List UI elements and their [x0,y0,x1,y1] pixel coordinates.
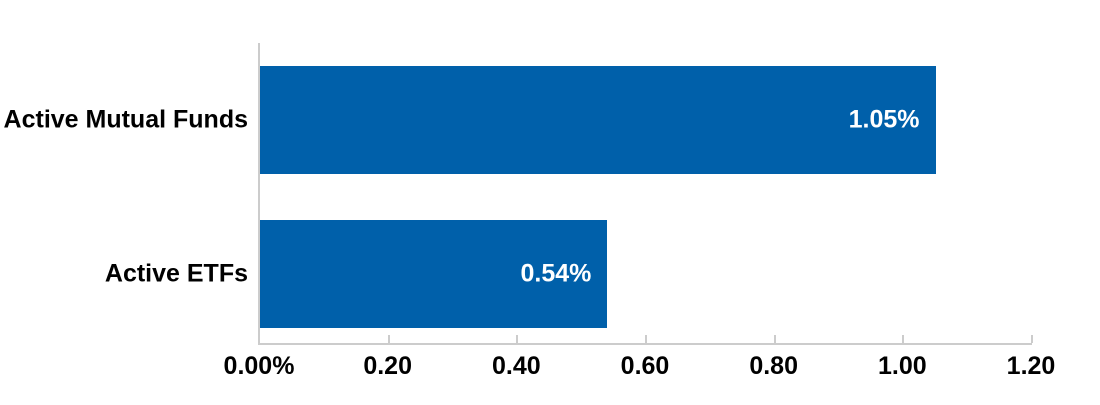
x-axis-tick-label: 0.40 [491,352,541,380]
x-axis-tick-label: 0.00% [223,352,295,380]
x-axis-tick [902,335,905,343]
x-axis-tick [1031,335,1033,343]
category-axis: Active Mutual Funds Active ETFs [4,43,248,343]
bar-active-etfs: 0.54% [260,220,608,328]
x-axis-tick [773,335,776,343]
x-axis-tick-label: 0.20 [363,352,412,380]
x-axis-tick [387,335,390,343]
x-axis-tick [516,335,519,343]
x-axis-tick-label: 1.00 [877,352,927,380]
bar-active-mutual-funds: 1.05% [260,66,936,174]
bar-value-label: 1.05% [848,105,920,134]
bar-value-label: 0.54% [520,259,592,288]
x-axis-tick [645,335,647,343]
category-label-active-mutual-funds: Active Mutual Funds [3,105,248,134]
x-axis-tick-label: 0.60 [620,352,670,380]
x-axis-tick-label: 1.20 [1006,352,1056,380]
plot-area: 1.05% 0.54% [258,43,1033,345]
x-axis-tick-label: 0.80 [749,352,798,380]
x-axis-labels: 0.00% 0.20 0.40 0.60 0.80 1.00 1.20 [224,352,1056,386]
category-label-active-etfs: Active ETFs [104,259,248,288]
